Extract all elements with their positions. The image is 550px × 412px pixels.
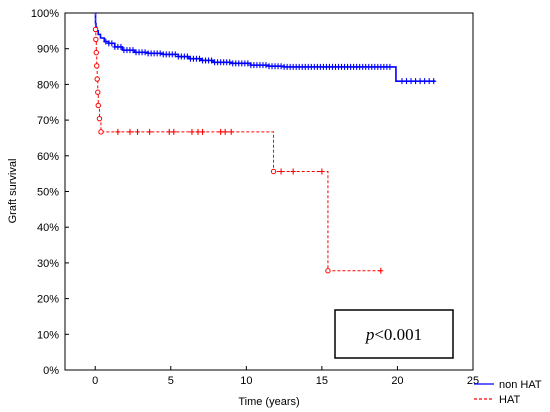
censor-mark-non-hat-9 bbox=[130, 47, 136, 54]
censor-mark-non-hat-31 bbox=[196, 55, 202, 62]
y-tick-label-4: 40% bbox=[37, 222, 59, 234]
x-tick-label-0: 0 bbox=[92, 375, 98, 387]
censor-mark-hat-14 bbox=[319, 168, 325, 175]
censor-mark-hat-1 bbox=[127, 128, 133, 135]
p-value-text: p<0.001 bbox=[365, 325, 422, 344]
censor-mark-non-hat-23 bbox=[172, 51, 178, 58]
censor-mark-non-hat-5 bbox=[118, 43, 124, 50]
censor-mark-non-hat-27 bbox=[184, 53, 190, 60]
censor-mark-hat-15 bbox=[378, 267, 384, 274]
event-marker-hat-7 bbox=[96, 115, 103, 122]
y-tick-label-0: 0% bbox=[43, 365, 59, 377]
censor-mark-hat-13 bbox=[290, 168, 296, 175]
censor-mark-non-hat-0 bbox=[103, 38, 109, 45]
y-tick-label-6: 60% bbox=[37, 151, 59, 163]
censor-mark-non-hat-18 bbox=[157, 50, 163, 57]
p-value-box: p<0.001 bbox=[334, 309, 454, 359]
censor-mark-non-hat-98 bbox=[413, 78, 419, 85]
event-marker-hat-6 bbox=[95, 102, 101, 109]
censor-mark-hat-8 bbox=[200, 128, 206, 135]
event-marker-hat-1 bbox=[93, 36, 99, 43]
event-marker-hat-10 bbox=[325, 268, 331, 274]
censor-mark-non-hat-53 bbox=[263, 62, 269, 69]
censor-mark-non-hat-2 bbox=[109, 40, 115, 47]
x-tick-label-4: 20 bbox=[391, 375, 403, 387]
event-marker-hat-0 bbox=[92, 26, 99, 33]
x-tick-label-1: 5 bbox=[168, 375, 174, 387]
censor-mark-hat-12 bbox=[278, 168, 284, 175]
series-non-hat bbox=[94, 12, 437, 85]
censor-mark-non-hat-97 bbox=[408, 78, 414, 85]
series-layer bbox=[92, 12, 437, 274]
censor-mark-hat-9 bbox=[218, 128, 224, 135]
censor-mark-hat-5 bbox=[171, 128, 177, 135]
censor-mark-non-hat-102 bbox=[431, 78, 437, 85]
censor-mark-non-hat-94 bbox=[387, 63, 393, 70]
axis-ticks bbox=[65, 12, 474, 371]
y-tick-label-8: 80% bbox=[37, 79, 59, 91]
legend-label-hat: HAT bbox=[499, 394, 520, 406]
p-value-box-border bbox=[334, 309, 454, 359]
censor-mark-hat-6 bbox=[189, 128, 195, 135]
censor-mark-hat-2 bbox=[135, 128, 141, 135]
y-tick-label-7: 70% bbox=[37, 115, 59, 127]
x-tick-label-2: 10 bbox=[240, 375, 252, 387]
event-marker-hat-2 bbox=[93, 49, 99, 56]
x-axis-title: Time (years) bbox=[238, 396, 299, 408]
series-hat bbox=[92, 12, 384, 274]
p-value-value: <0.001 bbox=[374, 325, 422, 344]
censor-mark-hat-11 bbox=[228, 128, 234, 135]
legend-item-non-hat: non HAT bbox=[474, 379, 542, 391]
y-tick-label-9: 90% bbox=[37, 44, 59, 56]
censor-mark-non-hat-47 bbox=[245, 60, 251, 67]
y-tick-label-1: 10% bbox=[37, 329, 59, 341]
event-marker-hat-3 bbox=[94, 63, 100, 69]
y-tick-label-10: 100% bbox=[31, 8, 59, 20]
axis-tick-labels: 0 5 10 15 20 25 0% 10% 20% 30% 40% 50% 60% 70% 80% 90% 1… bbox=[31, 8, 479, 387]
censor-mark-non-hat-101 bbox=[426, 78, 432, 85]
censor-mark-non-hat-35 bbox=[209, 57, 215, 64]
legend: non HAT HAT bbox=[474, 379, 542, 406]
censor-mark-non-hat-13 bbox=[142, 49, 148, 56]
y-tick-label-5: 50% bbox=[37, 187, 59, 199]
legend-item-hat: HAT bbox=[474, 394, 520, 406]
y-axis-title: Graft survival bbox=[7, 159, 19, 224]
censor-mark-non-hat-100 bbox=[422, 78, 428, 85]
event-marker-hat-8 bbox=[98, 129, 104, 135]
censor-mark-non-hat-95 bbox=[399, 78, 405, 85]
y-tick-label-2: 20% bbox=[37, 294, 59, 306]
censor-mark-non-hat-96 bbox=[404, 78, 410, 85]
legend-label-non-hat: non HAT bbox=[499, 379, 542, 391]
event-marker-hat-9 bbox=[270, 168, 277, 175]
censor-mark-hat-4 bbox=[166, 128, 172, 135]
censor-mark-non-hat-58 bbox=[278, 63, 284, 70]
censor-mark-non-hat-99 bbox=[417, 78, 423, 85]
event-marker-hat-4 bbox=[94, 76, 100, 82]
censor-mark-hat-0 bbox=[115, 128, 121, 135]
censor-mark-non-hat-41 bbox=[227, 59, 233, 66]
x-tick-label-3: 15 bbox=[316, 375, 328, 387]
p-value-italic: p bbox=[365, 325, 375, 344]
x-tick-label-5: 25 bbox=[467, 375, 479, 387]
censor-mark-hat-10 bbox=[222, 128, 228, 135]
event-marker-hat-5 bbox=[95, 89, 101, 95]
censor-mark-hat-7 bbox=[195, 128, 201, 135]
censor-mark-hat-3 bbox=[147, 128, 153, 135]
y-tick-label-3: 30% bbox=[37, 258, 59, 270]
